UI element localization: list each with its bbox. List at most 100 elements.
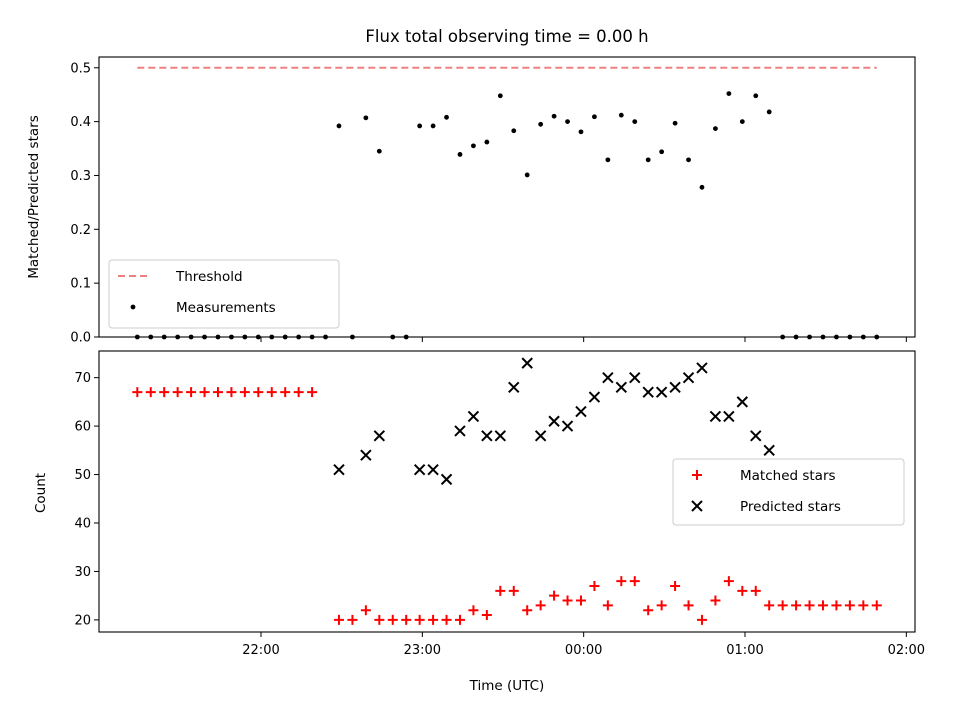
bottom-x-point <box>333 463 345 476</box>
bottom-x-point <box>548 415 560 427</box>
x-tick-label: 01:00 <box>726 643 763 658</box>
bottom-x-point <box>629 371 641 384</box>
bottom-plus-point <box>360 605 371 616</box>
bottom-legend-box <box>672 458 905 526</box>
bottom-x-point <box>494 430 507 442</box>
x-tick-label: 02:00 <box>888 643 925 658</box>
top-dot-point <box>766 109 772 115</box>
bottom-x-point <box>440 473 453 486</box>
bottom-plus-point <box>858 600 869 611</box>
top-y-tick-label: 0.2 <box>70 223 91 238</box>
bottom-plus-point <box>508 585 519 596</box>
bottom-legend-entry-label: Predicted stars <box>740 499 841 515</box>
top-legend-entry-label: Threshold <box>175 269 243 285</box>
bottom-legend-swatch <box>692 470 702 480</box>
bottom-plus-point <box>374 614 385 625</box>
bottom-x-point <box>481 430 493 442</box>
bottom-plus-point <box>656 600 667 611</box>
top-y-tick-label: 0.3 <box>70 169 91 184</box>
top-dot-point <box>484 139 490 145</box>
bottom-plus-point <box>387 614 398 625</box>
bottom-x-point <box>736 396 749 408</box>
bottom-x-point <box>534 430 547 442</box>
top-dot-point <box>430 123 436 129</box>
bottom-legend-entry-label: Matched stars <box>740 468 836 484</box>
bottom-plus-point <box>159 387 170 398</box>
bottom-plus-point <box>629 576 640 587</box>
bottom-plus-point <box>750 585 761 596</box>
bottom-x-point <box>669 381 681 394</box>
bottom-x-point <box>615 381 628 394</box>
bottom-x-point <box>642 386 654 398</box>
bottom-plus-point <box>710 595 721 606</box>
top-dot-point <box>444 114 449 120</box>
bottom-x-point <box>413 463 426 476</box>
top-dot-point <box>672 120 678 126</box>
x-tick-label: 00:00 <box>565 643 602 658</box>
bottom-plus-point <box>280 387 291 398</box>
bottom-plus-point <box>172 387 183 398</box>
top-dot-point <box>578 129 584 135</box>
bottom-plus-point <box>239 387 250 398</box>
top-y-tick-label: 0.5 <box>70 61 91 76</box>
top-legend-box <box>108 259 340 329</box>
top-dot-point <box>538 121 544 127</box>
bottom-plus-point <box>401 614 412 625</box>
bottom-plus-point <box>266 387 277 398</box>
bottom-plus-point <box>212 387 223 398</box>
bottom-plus-point <box>602 600 613 611</box>
top-dot-point <box>618 112 624 118</box>
top-dot-point <box>336 123 342 129</box>
bottom-plus-point <box>764 600 775 611</box>
top-dot-point <box>363 115 369 121</box>
bottom-plus-point <box>293 387 304 398</box>
bottom-x-point <box>521 357 533 369</box>
top-dot-point <box>632 119 638 125</box>
bottom-plus-point <box>871 600 882 611</box>
bottom-x-point <box>508 381 520 394</box>
bottom-y-axis-label: Count <box>33 473 49 513</box>
top-dot-point <box>565 119 570 125</box>
bottom-y-tick-label: 20 <box>74 613 91 628</box>
bottom-x-point <box>723 410 735 423</box>
bottom-plus-point <box>589 580 600 591</box>
top-y-tick-label: 0.4 <box>70 115 91 130</box>
bottom-plus-point <box>454 614 465 625</box>
top-dot-point <box>376 148 382 154</box>
top-dot-point <box>686 157 691 163</box>
top-dot-point <box>739 119 745 125</box>
bottom-plus-point <box>307 387 318 398</box>
bottom-axes-frame <box>98 350 916 633</box>
bottom-legend-swatch <box>691 500 703 512</box>
bottom-plus-point <box>791 600 802 611</box>
bottom-plot-area: 20 30 40 50 60 70 22:00 23:00 00:00 01:00 02:00 Mat… <box>74 350 925 658</box>
top-dot-point <box>524 172 530 178</box>
bottom-plus-point <box>817 600 828 611</box>
bottom-plus-point <box>522 605 533 616</box>
top-dot-point <box>645 157 651 163</box>
bottom-y-tick-label: 50 <box>74 468 91 483</box>
bottom-plus-point <box>347 614 358 625</box>
top-dot-point <box>471 143 476 149</box>
bottom-x-point <box>750 430 762 442</box>
bottom-x-point <box>682 371 695 384</box>
bottom-x-point <box>763 444 775 457</box>
bottom-plus-point <box>333 614 344 625</box>
bottom-plus-point <box>468 605 479 616</box>
bottom-x-point <box>655 386 668 398</box>
bottom-plus-point <box>481 610 492 621</box>
bottom-x-point <box>467 410 480 423</box>
top-dot-point <box>713 126 718 132</box>
top-legend-swatch <box>130 304 136 310</box>
x-tick-label: 22:00 <box>242 643 279 658</box>
bottom-plus-point <box>670 580 681 591</box>
bottom-plus-point <box>441 614 452 625</box>
bottom-y-tick-label: 60 <box>74 420 91 435</box>
bottom-plus-point <box>696 614 707 625</box>
bottom-plus-point <box>186 387 197 398</box>
top-y-tick-label: 0.0 <box>70 331 91 346</box>
bottom-plus-point <box>844 600 855 611</box>
bottom-plus-point <box>132 387 143 398</box>
bottom-x-point <box>360 449 372 461</box>
